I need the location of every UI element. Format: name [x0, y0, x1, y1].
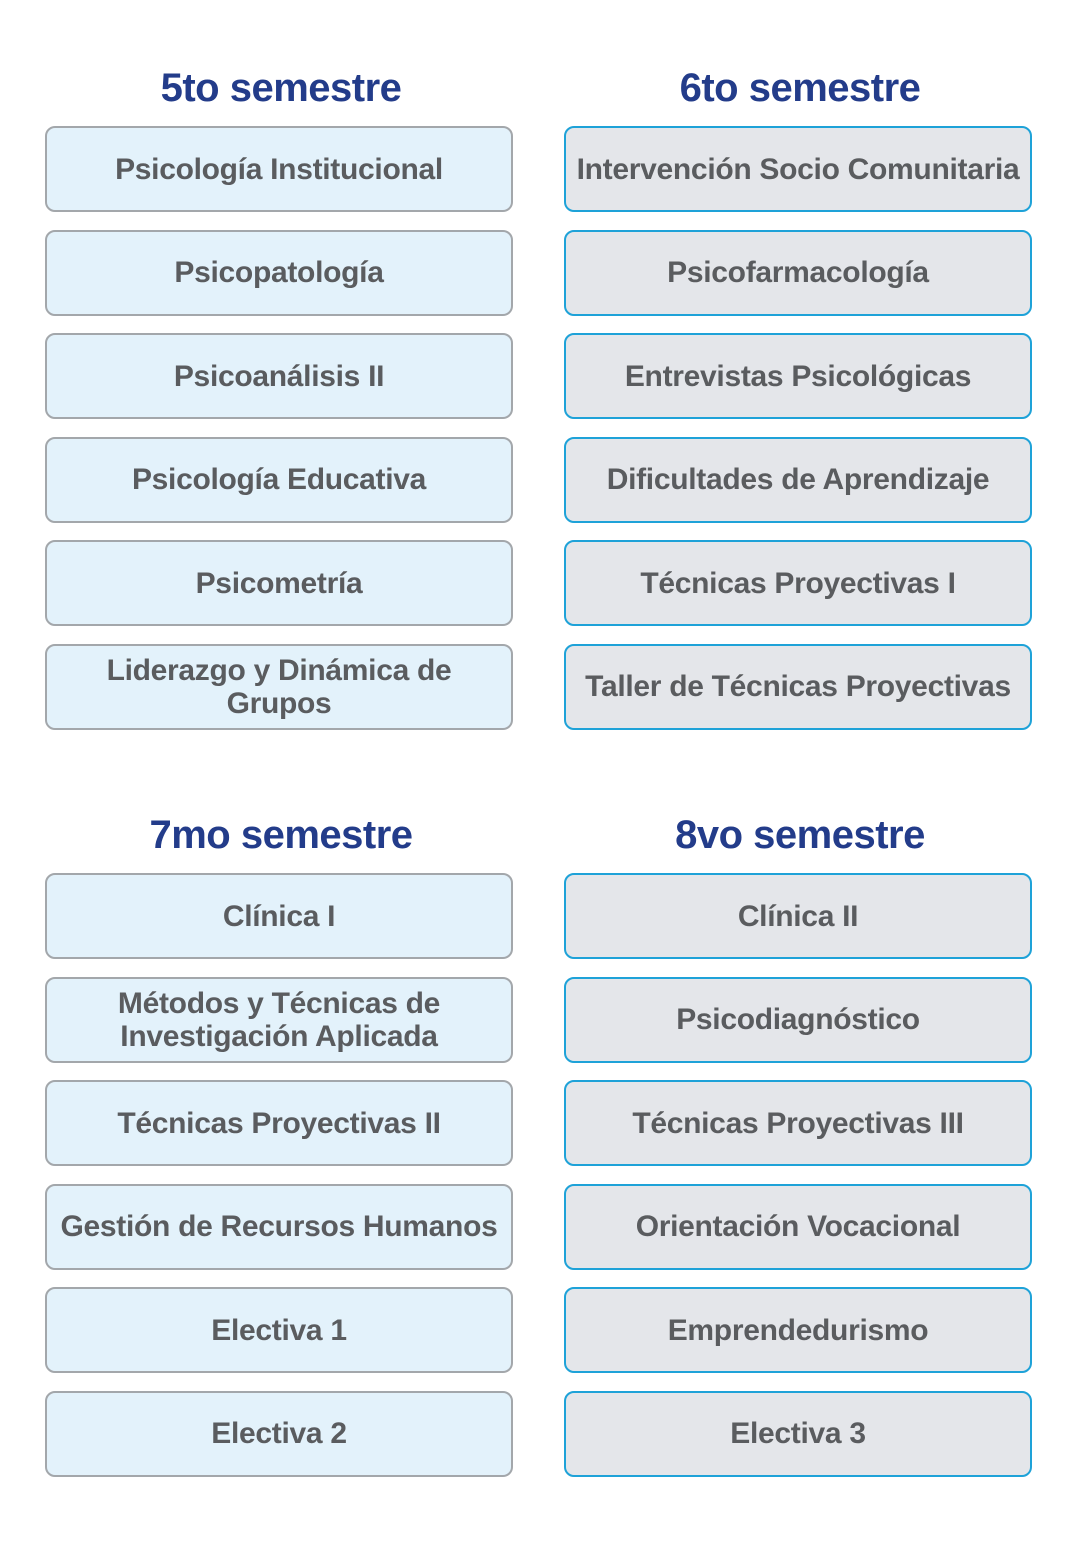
course-card: Electiva 2	[45, 1390, 513, 1477]
course-label: Intervención Socio Comunitaria	[576, 152, 1020, 186]
course-label: Electiva 3	[730, 1417, 866, 1450]
course-card: Psicofarmacología	[564, 229, 1032, 316]
course-card: Psicodiagnóstico	[564, 976, 1032, 1063]
course-card: Métodos y Técnicas de Investigación Apli…	[45, 976, 513, 1063]
course-card: Liderazgo y Dinámica de Grupos	[45, 643, 513, 730]
course-card: Gestión de Recursos Humanos	[45, 1183, 513, 1270]
course-label: Orientación Vocacional	[635, 1210, 961, 1243]
course-card: Clínica I	[45, 873, 513, 959]
semester-title: 6to semestre	[679, 66, 921, 110]
semester-title: 8vo semestre	[675, 813, 925, 857]
course-card: Psicometría	[45, 540, 513, 626]
course-label: Psicoanálisis II	[173, 359, 385, 393]
course-label: Técnicas Proyectivas III	[632, 1106, 964, 1140]
course-card: Técnicas Proyectivas III	[564, 1080, 1032, 1166]
course-label: Emprendedurismo	[667, 1313, 929, 1347]
semester-title: 7mo semestre	[149, 813, 413, 857]
course-card: Técnicas Proyectivas I	[564, 540, 1032, 626]
course-label: Clínica II	[737, 899, 859, 933]
semester-title: 5to semestre	[160, 66, 402, 110]
course-card: Electiva 1	[45, 1287, 513, 1373]
course-card: Intervención Socio Comunitaria	[564, 126, 1032, 212]
course-label: Dificultades de Aprendizaje	[606, 463, 990, 496]
course-label: Psicopatología	[174, 256, 384, 289]
course-card: Dificultades de Aprendizaje	[564, 436, 1032, 523]
course-label: Técnicas Proyectivas I	[640, 566, 956, 600]
course-label: Clínica I	[222, 899, 336, 933]
course-label: Psicometría	[195, 566, 363, 600]
course-card: Entrevistas Psicológicas	[564, 333, 1032, 419]
course-label: Técnicas Proyectivas II	[117, 1106, 441, 1140]
course-label: Psicofarmacología	[667, 256, 929, 289]
course-label: Métodos y Técnicas de Investigación Apli…	[117, 986, 441, 1053]
course-card: Orientación Vocacional	[564, 1183, 1032, 1270]
course-label: Taller de Técnicas Proyectivas	[585, 670, 1011, 703]
course-card: Electiva 3	[564, 1390, 1032, 1477]
course-label: Liderazgo y Dinámica de Grupos	[106, 653, 452, 720]
course-card: Emprendedurismo	[564, 1287, 1032, 1373]
course-label: Entrevistas Psicológicas	[624, 359, 972, 393]
course-card: Psicología Educativa	[45, 436, 513, 523]
course-card: Psicopatología	[45, 229, 513, 316]
course-card: Técnicas Proyectivas II	[45, 1080, 513, 1166]
course-label: Psicología Educativa	[131, 463, 427, 496]
course-card: Clínica II	[564, 873, 1032, 959]
course-label: Psicodiagnóstico	[676, 1003, 920, 1036]
course-label: Gestión de Recursos Humanos	[60, 1210, 498, 1243]
course-label: Psicología Institucional	[115, 152, 443, 186]
course-card: Psicoanálisis II	[45, 333, 513, 419]
course-card: Psicología Institucional	[45, 126, 513, 212]
course-label: Electiva 2	[211, 1417, 347, 1450]
course-card: Taller de Técnicas Proyectivas	[564, 643, 1032, 730]
course-label: Electiva 1	[211, 1313, 347, 1347]
